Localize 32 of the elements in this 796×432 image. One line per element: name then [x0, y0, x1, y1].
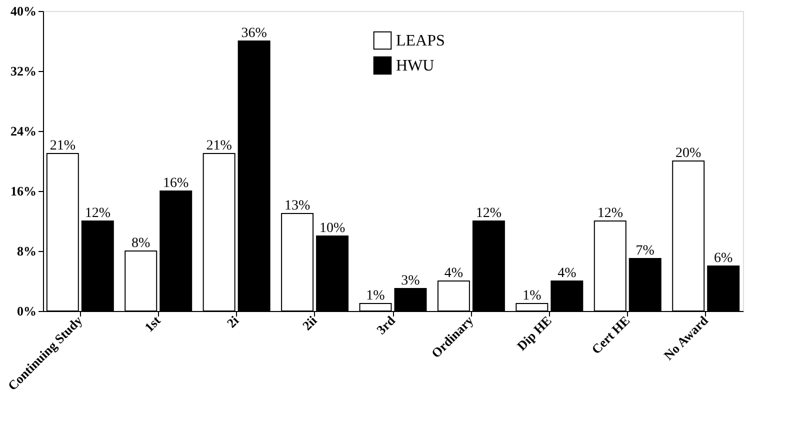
data-label: 7% — [636, 244, 655, 258]
x-tick-label: 1st — [141, 312, 164, 335]
data-label: 1% — [522, 288, 542, 304]
y-tick-label: 32% — [10, 64, 36, 78]
data-label: 20% — [676, 146, 702, 161]
data-label: 12% — [476, 206, 502, 221]
data-label: 36% — [241, 26, 268, 41]
legend-label: HWU — [396, 58, 435, 74]
x-tick-label: Dip HE — [514, 312, 554, 354]
y-tick-label: 24% — [10, 124, 36, 138]
y-tick-label: 0% — [17, 304, 36, 318]
data-label: 4% — [558, 266, 577, 281]
y-tick-label: 8% — [17, 244, 36, 258]
x-tick-label: 2ii — [299, 312, 320, 334]
data-label: 8% — [132, 236, 151, 251]
data-label: 1% — [366, 288, 386, 304]
x-tick-label: 2i — [224, 312, 242, 331]
data-label: 6% — [714, 251, 734, 266]
data-label: 21% — [206, 138, 232, 154]
data-label: 10% — [319, 221, 346, 236]
data-label: 12% — [597, 206, 624, 221]
x-tick-label: 3rd — [374, 312, 398, 338]
data-label: 4% — [444, 266, 464, 281]
x-tick-label: Cert HE — [588, 312, 633, 357]
data-label: 21% — [50, 138, 76, 154]
data-label: 13% — [284, 198, 310, 214]
y-tick-label: 16% — [10, 184, 36, 198]
data-label: 3% — [401, 274, 420, 288]
legend-label: LEAPS — [396, 32, 445, 50]
data-label: 16% — [163, 176, 190, 191]
y-tick-label: 40% — [10, 4, 36, 18]
data-label: 12% — [84, 206, 111, 221]
